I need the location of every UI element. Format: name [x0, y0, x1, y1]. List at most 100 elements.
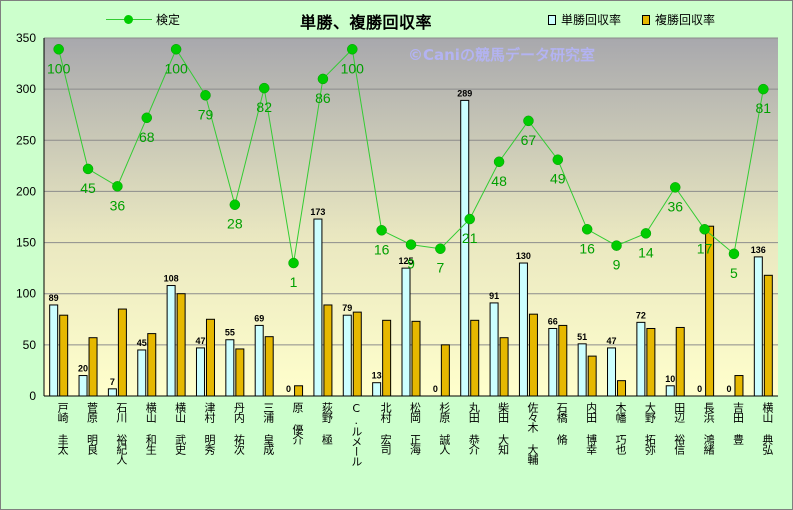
test-point — [347, 44, 358, 55]
test-point-label: 48 — [491, 173, 507, 189]
x-tick-label: 津村 明秀 — [203, 402, 216, 455]
test-point-label: 36 — [667, 198, 683, 214]
bar-win-label: 55 — [225, 328, 235, 338]
bar-win-label: 89 — [49, 293, 59, 303]
bar-win-label: 91 — [489, 291, 499, 301]
bar-place — [587, 355, 597, 397]
test-point-label: 100 — [47, 60, 71, 76]
test-point-label: 5 — [730, 265, 738, 281]
bar-win-label: 130 — [516, 251, 531, 261]
test-point — [435, 243, 446, 254]
bar-win-label: 20 — [78, 364, 88, 374]
bar-place — [558, 324, 568, 397]
bar-place — [323, 304, 333, 397]
bar-win — [78, 375, 88, 397]
bar-place — [235, 348, 245, 397]
bar-win — [225, 339, 235, 397]
x-tick-label: 横山 典弘 — [761, 401, 774, 455]
bar-place — [705, 225, 715, 397]
bar-win — [460, 99, 470, 397]
bar-win — [313, 218, 323, 397]
bar-win-label: 47 — [607, 336, 617, 346]
x-tick-label: 田辺 裕信 — [673, 402, 686, 456]
legend-swatch-test — [106, 14, 152, 25]
x-tick-label: 石川 裕紀人 — [115, 402, 128, 465]
bar-win-label: 108 — [164, 274, 179, 284]
x-tick-label: C.ルメール — [350, 402, 363, 466]
bar-win-label: 289 — [457, 88, 472, 98]
bar-win — [195, 347, 205, 397]
plot-area — [44, 38, 778, 396]
x-tick-label: 丹内 祐次 — [232, 402, 245, 456]
bar-win-label: 66 — [548, 316, 558, 326]
bar-win-label: 45 — [137, 338, 147, 348]
test-point-label: 79 — [198, 106, 214, 122]
bar-win-label: 51 — [577, 332, 587, 342]
y-tick-label: 350 — [16, 31, 36, 45]
test-point — [728, 248, 740, 260]
bar-place — [352, 311, 362, 397]
test-point — [640, 228, 652, 239]
x-tick-label: 三浦 皇成 — [262, 402, 275, 456]
bar-place — [117, 308, 127, 397]
bar-place — [264, 336, 274, 397]
bar-win — [548, 327, 558, 397]
x-tick-label: 木幡 巧也 — [614, 402, 627, 455]
bar-win-label: 0 — [726, 384, 731, 394]
y-tick-label: 300 — [16, 82, 36, 96]
bar-win — [342, 314, 352, 397]
test-point — [669, 182, 681, 193]
bar-place — [763, 274, 773, 397]
test-point — [523, 115, 534, 127]
bar-win-label: 47 — [195, 336, 205, 346]
legend-item-place: 複勝回収率 — [642, 11, 715, 28]
y-tick-label: 150 — [16, 236, 36, 250]
x-tick-label: 松岡 正海 — [409, 401, 422, 456]
bar-place — [734, 375, 744, 397]
legend-label-win: 単勝回収率 — [561, 13, 622, 27]
test-point — [611, 240, 622, 251]
test-point — [493, 156, 505, 168]
x-tick-label: 内田 博幸 — [585, 401, 598, 456]
test-point-label: 82 — [256, 99, 272, 115]
bar-win — [577, 343, 587, 397]
test-point-label: 14 — [638, 244, 654, 260]
bar-place — [675, 326, 685, 397]
chart-title: 単勝、複勝回収率 — [300, 13, 433, 32]
test-point — [170, 44, 182, 55]
bar-win-label: 69 — [254, 313, 264, 323]
test-point — [53, 44, 64, 55]
y-tick-label: 0 — [29, 389, 36, 403]
legend-swatch-place — [642, 14, 650, 25]
test-point-label: 100 — [341, 60, 365, 76]
bar-win — [254, 324, 264, 397]
x-tick-label: 石橋 脩 — [555, 402, 568, 446]
legend-swatch-win — [548, 14, 556, 25]
test-point-label: 9 — [407, 256, 415, 272]
test-point-label: 68 — [139, 129, 155, 145]
test-point — [464, 213, 475, 225]
bar-win-label: 72 — [636, 310, 646, 320]
test-point — [141, 112, 153, 124]
bar-place — [176, 293, 186, 397]
x-tick-label: 丸田 恭介 — [467, 402, 480, 455]
bar-win — [607, 347, 617, 397]
test-point — [758, 83, 769, 95]
x-tick-label: 北村 宏司 — [379, 402, 392, 455]
bar-win — [49, 304, 59, 397]
bar-place — [147, 333, 157, 397]
test-point — [317, 73, 329, 85]
test-point-label: 49 — [550, 171, 566, 187]
test-point — [200, 90, 211, 101]
test-point-label: 1 — [290, 274, 298, 290]
bar-win-label: 173 — [310, 207, 325, 217]
test-point-label: 17 — [697, 240, 713, 256]
bar-win-label: 136 — [751, 245, 766, 255]
bar-win — [518, 262, 528, 397]
bar-place — [528, 313, 538, 397]
bar-win-label: 0 — [286, 384, 291, 394]
test-point-label: 81 — [756, 100, 772, 116]
test-point-label: 7 — [436, 260, 444, 276]
bar-place — [646, 327, 656, 397]
x-tick-label: 横山 和生 — [144, 401, 157, 455]
